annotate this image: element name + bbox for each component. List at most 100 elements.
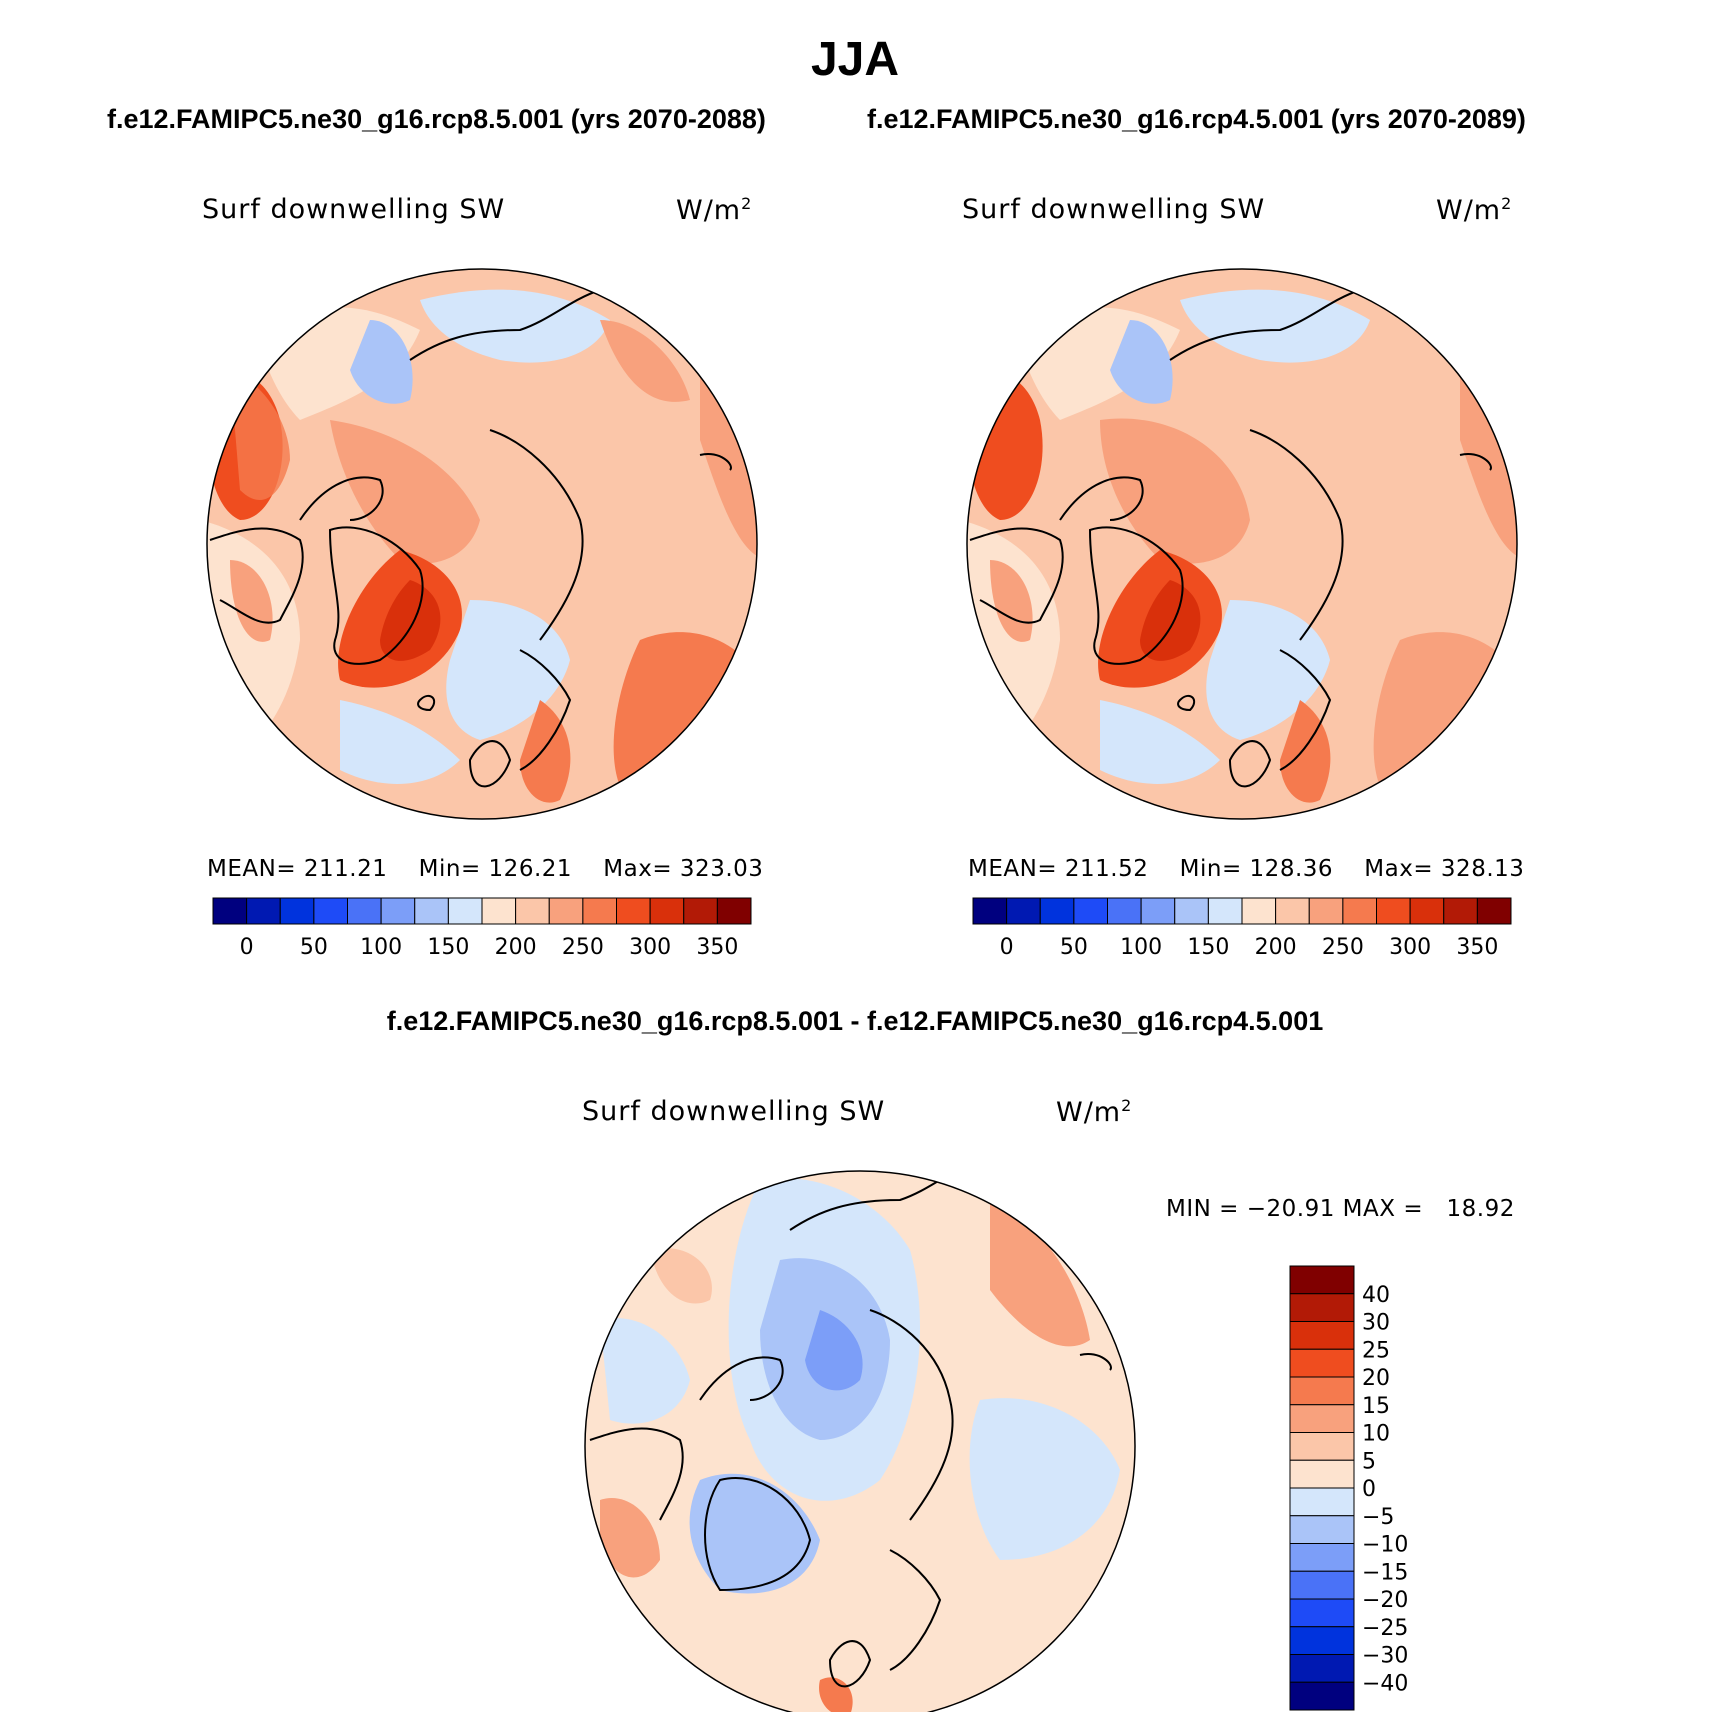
panel-1-stats: MEAN= 211.21 Min= 126.21 Max= 323.03 xyxy=(207,856,764,882)
colorbar-tick-label: 10 xyxy=(1362,1422,1390,1447)
colorbar-tick-label: 250 xyxy=(1322,935,1364,960)
colorbar-box xyxy=(1289,1654,1355,1683)
colorbar-tick-label: 350 xyxy=(1456,935,1498,960)
colorbar-box xyxy=(1289,1348,1355,1378)
diff-units: W/m2 xyxy=(1056,1096,1133,1128)
colorbar-box xyxy=(1476,897,1512,925)
colorbar-tick-label: 0 xyxy=(1362,1477,1376,1502)
colorbar-box xyxy=(1207,897,1243,925)
diff-minmax: MIN = −20.91 MAX = 18.92 xyxy=(1166,1196,1515,1222)
colorbar-panel-2: 0 50 100 150 200 250 300 350 xyxy=(972,897,1512,960)
colorbar-tick-label: 300 xyxy=(1389,935,1431,960)
colorbar-tick-label: 30 xyxy=(1362,1311,1390,1336)
colorbar-box xyxy=(1174,897,1209,925)
colorbar-tick-label: −20 xyxy=(1362,1588,1408,1613)
map-panel-2 xyxy=(967,269,1517,819)
map-1-border xyxy=(206,268,758,820)
colorbar-tick-label: 5 xyxy=(1362,1449,1376,1474)
colorbar-box xyxy=(1443,897,1478,925)
colorbar-box xyxy=(414,897,449,925)
colorbar-tick-label: 15 xyxy=(1362,1394,1390,1419)
colorbar-box xyxy=(1006,897,1041,925)
colorbar-box xyxy=(1289,1321,1355,1350)
colorbar-panel-1: 0 50 100 150 200 250 300 350 xyxy=(212,897,752,960)
colorbar-tick-label: 100 xyxy=(1120,935,1162,960)
colorbar-tick-label: 0 xyxy=(1000,935,1014,960)
difference-title: f.e12.FAMIPC5.ne30_g16.rcp8.5.001 - f.e1… xyxy=(386,1006,1324,1036)
colorbar-box xyxy=(1308,897,1344,925)
colorbar-box xyxy=(1289,1404,1355,1433)
colorbar-tick-label: −30 xyxy=(1362,1644,1408,1669)
colorbar-box xyxy=(582,897,617,925)
colorbar-box xyxy=(1289,1487,1355,1517)
colorbar-box xyxy=(515,897,550,925)
colorbar-box xyxy=(1376,897,1411,925)
colorbar-box xyxy=(1039,897,1075,925)
colorbar-tick-label: 150 xyxy=(427,935,469,960)
colorbar-box xyxy=(616,897,651,925)
colorbar-box xyxy=(1241,897,1277,925)
colorbar-tick-label: −25 xyxy=(1362,1616,1408,1641)
colorbar-box xyxy=(481,897,517,925)
colorbar-tick-label: 100 xyxy=(360,935,402,960)
panel-1-units: W/m2 xyxy=(676,194,753,226)
map-panel-difference xyxy=(585,1171,1135,1712)
colorbar-tick-label: 200 xyxy=(495,935,537,960)
colorbar-box xyxy=(1140,897,1176,925)
map-2-coastlines xyxy=(969,289,1492,788)
colorbar-box xyxy=(1289,1681,1355,1711)
map-2-border xyxy=(966,268,1518,820)
colorbar-box xyxy=(1289,1598,1355,1628)
plot-title: JJA xyxy=(810,33,900,86)
colorbar-tick-label: 25 xyxy=(1362,1338,1390,1363)
colorbar-tick-label: 20 xyxy=(1362,1366,1390,1391)
colorbar-box xyxy=(1289,1626,1355,1655)
colorbar-box xyxy=(683,897,718,925)
colorbar-tick-label: 40 xyxy=(1362,1283,1390,1308)
colorbar-tick-label: 250 xyxy=(562,935,604,960)
panel-1-variable-label: Surf downwelling SW xyxy=(202,194,506,225)
diff-variable-label: Surf downwelling SW xyxy=(582,1096,886,1127)
colorbar-tick-label: −10 xyxy=(1362,1533,1408,1558)
colorbar-box xyxy=(246,897,281,925)
map-panel-1 xyxy=(207,269,757,819)
colorbar-tick-label: 200 xyxy=(1255,935,1297,960)
colorbar-tick-label: 300 xyxy=(629,935,671,960)
panel-2-units: W/m2 xyxy=(1436,194,1513,226)
colorbar-box xyxy=(548,897,584,925)
colorbar-box xyxy=(649,897,685,925)
map-3-border xyxy=(584,1170,1136,1712)
colorbar-box xyxy=(1409,897,1445,925)
colorbar-box xyxy=(212,897,248,925)
colorbar-tick-label: 50 xyxy=(300,935,328,960)
panel-2-stats: MEAN= 211.52 Min= 128.36 Max= 328.13 xyxy=(968,856,1525,882)
colorbar-box xyxy=(313,897,348,925)
colorbar-box xyxy=(1275,897,1310,925)
panel-1-case-title: f.e12.FAMIPC5.ne30_g16.rcp8.5.001 (yrs 2… xyxy=(107,104,766,134)
panel-2-variable-label: Surf downwelling SW xyxy=(962,194,1266,225)
colorbar-box xyxy=(1073,897,1108,925)
colorbar-box xyxy=(1289,1570,1355,1600)
colorbar-box xyxy=(1289,1543,1355,1572)
colorbar-box xyxy=(347,897,382,925)
panel-2-case-title: f.e12.FAMIPC5.ne30_g16.rcp4.5.001 (yrs 2… xyxy=(867,104,1526,134)
colorbar-box xyxy=(1289,1293,1355,1322)
colorbar-box xyxy=(1289,1432,1355,1461)
map-1-coastlines xyxy=(209,289,732,788)
colorbar-tick-label: 350 xyxy=(696,935,738,960)
colorbar-box xyxy=(972,897,1008,925)
colorbar-tick-label: 50 xyxy=(1060,935,1088,960)
colorbar-box xyxy=(279,897,315,925)
colorbar-box xyxy=(1107,897,1142,925)
colorbar-tick-label: −15 xyxy=(1362,1560,1408,1585)
colorbar-box xyxy=(716,897,752,925)
colorbar-box xyxy=(1289,1265,1355,1295)
colorbar-tick-label: −5 xyxy=(1362,1505,1394,1530)
colorbar-box xyxy=(1289,1459,1355,1489)
colorbar-tick-label: 150 xyxy=(1187,935,1229,960)
colorbar-box xyxy=(380,897,416,925)
colorbar-tick-label: −40 xyxy=(1362,1671,1408,1696)
colorbar-box xyxy=(1289,1515,1355,1544)
